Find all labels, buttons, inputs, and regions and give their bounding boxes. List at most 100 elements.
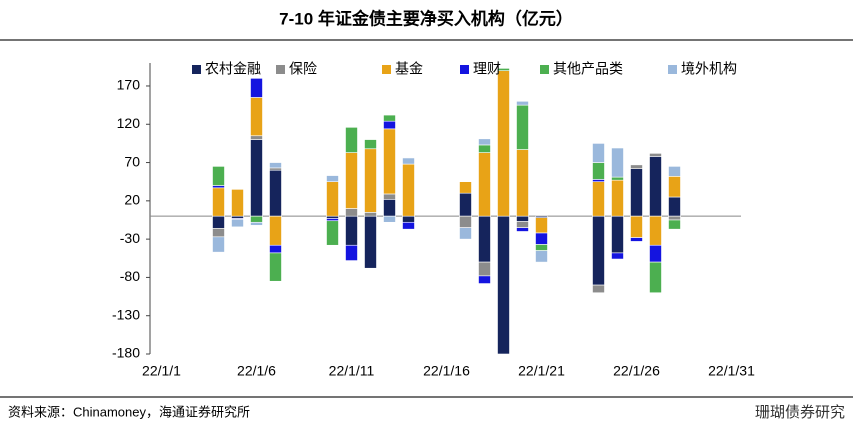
- legend-swatch: [192, 65, 201, 74]
- bar-segment: [649, 244, 662, 263]
- bar-segment: [231, 215, 244, 219]
- x-tick-label: 22/1/16: [423, 363, 470, 379]
- bar-segment: [478, 144, 491, 153]
- bar-segment: [383, 199, 396, 217]
- y-tick-label: 70: [124, 153, 140, 169]
- bar-segment: [326, 181, 339, 217]
- bar-segment: [326, 218, 339, 222]
- bar-segment: [630, 237, 643, 242]
- bar-segment: [250, 215, 263, 223]
- bar-segment: [649, 153, 662, 157]
- bar-segment: [668, 196, 681, 217]
- bar-segment: [345, 208, 358, 217]
- bar-segment: [250, 139, 263, 217]
- legend-swatch: [276, 65, 285, 74]
- bar-segment: [383, 128, 396, 195]
- legend-swatch: [668, 65, 677, 74]
- bar-segment: [592, 143, 605, 163]
- bar-segment: [250, 78, 263, 98]
- bar-segment: [611, 215, 624, 254]
- bar-segment: [326, 215, 339, 219]
- legend-swatch: [540, 65, 549, 74]
- legend-swatch: [460, 65, 469, 74]
- bar-segment: [269, 167, 282, 171]
- bar-segment: [326, 175, 339, 182]
- bar-segment: [402, 163, 415, 217]
- bar-segment: [497, 215, 510, 355]
- bar-segment: [630, 215, 643, 238]
- bar-segment: [611, 179, 624, 217]
- bar-segment: [516, 104, 529, 150]
- bar-segment: [649, 215, 662, 246]
- bar-segment: [478, 261, 491, 277]
- bar-segment: [478, 275, 491, 284]
- bar-segment: [383, 120, 396, 130]
- bar-segment: [535, 250, 548, 263]
- bar-segment: [497, 70, 510, 217]
- source: 资料来源：Chinamoney，海通证券研究所: [8, 404, 250, 419]
- legend-label: 保险: [289, 61, 317, 77]
- bar-segment: [212, 236, 225, 253]
- bar-segment: [611, 147, 624, 178]
- bar-segment: [649, 261, 662, 294]
- x-tick-label: 22/1/31: [708, 363, 755, 379]
- bar-segment: [478, 138, 491, 146]
- bar-segment: [535, 217, 548, 234]
- chart-title: 7-10 年证金债主要净买入机构（亿元）: [279, 8, 573, 28]
- bar-segment: [592, 215, 605, 286]
- bar-segment: [345, 152, 358, 209]
- bar-segment: [212, 215, 225, 229]
- bar-segment: [402, 215, 415, 223]
- y-tick-label: 120: [117, 115, 141, 131]
- bar-segment: [478, 152, 491, 217]
- bar-segment: [668, 215, 681, 221]
- bar-segment: [516, 149, 529, 217]
- bar-segment: [535, 244, 548, 251]
- bar-segment: [269, 169, 282, 217]
- bar-segment: [231, 218, 244, 228]
- bar-segment: [345, 244, 358, 261]
- bar-segment: [345, 127, 358, 153]
- legend-label: 其他产品类: [553, 61, 623, 77]
- bar-segment: [478, 215, 491, 263]
- bar-segment: [364, 148, 377, 213]
- bar-segment: [668, 219, 681, 230]
- bar-segment: [383, 193, 396, 200]
- bar-segment: [364, 215, 377, 269]
- bar-segment: [516, 227, 529, 232]
- bar-segment: [516, 100, 529, 106]
- y-tick-label: 170: [117, 77, 141, 93]
- bar-segment: [516, 221, 529, 228]
- bar-segment: [516, 215, 529, 222]
- bar-segment: [212, 228, 225, 238]
- watermark: 珊瑚债券研究: [755, 404, 845, 421]
- bar-segment: [592, 284, 605, 294]
- x-tick-label: 22/1/1: [142, 363, 181, 379]
- bar-segment: [250, 97, 263, 137]
- bar-segment: [459, 181, 472, 194]
- bar-segment: [269, 162, 282, 169]
- x-tick-label: 22/1/21: [518, 363, 565, 379]
- bar-segment: [364, 212, 377, 217]
- bar-segment: [212, 187, 225, 217]
- bar-segment: [459, 192, 472, 217]
- bar-segment: [383, 215, 396, 223]
- legend-swatch: [382, 65, 391, 74]
- bar-segment: [250, 221, 263, 226]
- bar-segment: [459, 227, 472, 240]
- bar-segment: [611, 176, 624, 181]
- bar-segment: [326, 220, 339, 246]
- bar-segment: [668, 176, 681, 198]
- legend-label: 境外机构: [681, 61, 737, 77]
- bar-segment: [668, 166, 681, 177]
- bar-segment: [402, 221, 415, 230]
- legend-label: 理财: [473, 61, 501, 77]
- y-tick-label: 20: [124, 192, 140, 208]
- bar-segment: [269, 244, 282, 254]
- bar-segment: [649, 156, 662, 217]
- y-tick-label: -180: [112, 345, 140, 361]
- bar-segment: [497, 68, 510, 71]
- bar-segment: [459, 215, 472, 228]
- bar-segment: [231, 189, 244, 217]
